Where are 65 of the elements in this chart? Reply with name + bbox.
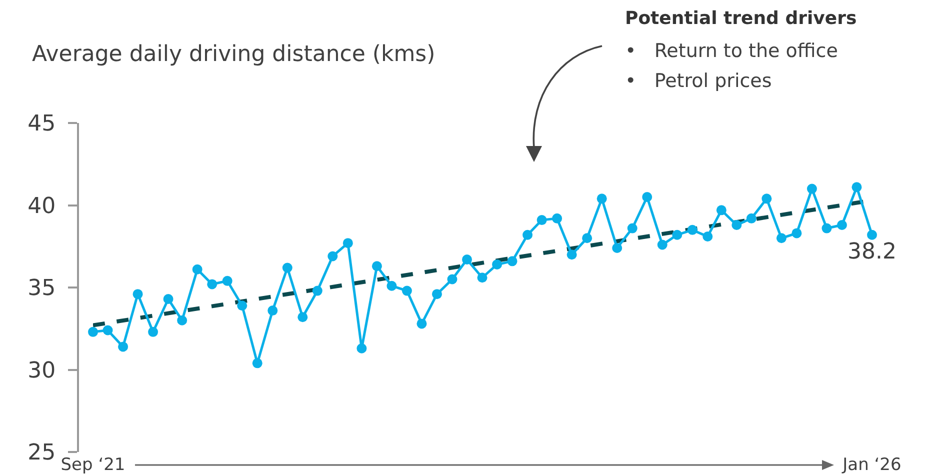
data-label: 38.2 (848, 240, 896, 265)
point (836, 220, 847, 230)
point (596, 194, 607, 204)
point (672, 230, 682, 240)
point (762, 194, 772, 204)
point (852, 182, 862, 192)
point (447, 274, 458, 284)
point (492, 259, 502, 270)
point (356, 343, 367, 354)
point (822, 223, 832, 234)
point (522, 230, 533, 240)
point (252, 358, 262, 368)
point (792, 228, 802, 238)
x-tick-label: Sep ‘21 (60, 455, 126, 475)
point (432, 289, 442, 300)
y-tick-label: 35 (28, 276, 56, 302)
point (612, 243, 622, 254)
y-axis-title: Average daily driving distance (kms) (32, 42, 436, 67)
y-tick-label: 40 (28, 194, 56, 219)
point (732, 220, 742, 230)
point (642, 192, 652, 202)
point (657, 240, 668, 250)
point (102, 325, 113, 336)
point (627, 223, 638, 234)
point (746, 213, 756, 224)
y-tick-label: 25 (28, 440, 56, 466)
point (416, 318, 427, 329)
y-tick-label: 45 (28, 112, 56, 137)
point (342, 238, 353, 248)
point (207, 279, 218, 290)
point (536, 215, 547, 226)
point (402, 286, 412, 296)
point (806, 184, 817, 194)
point (582, 233, 592, 244)
point (177, 315, 188, 326)
text: • Petrol prices (625, 70, 772, 92)
point (282, 262, 292, 273)
y-tick-label: 30 (28, 358, 56, 384)
text: • Return to the office (625, 40, 838, 62)
point (507, 256, 518, 266)
point (552, 213, 562, 224)
point (312, 286, 322, 296)
point (222, 276, 232, 286)
point (298, 312, 308, 322)
point (237, 300, 248, 311)
point (776, 233, 786, 244)
point (88, 326, 98, 337)
point (268, 306, 278, 316)
point (148, 326, 158, 337)
point (132, 289, 143, 300)
point (192, 264, 202, 274)
point (163, 294, 174, 304)
point (716, 205, 726, 216)
point (118, 342, 128, 352)
point (328, 251, 338, 262)
point (477, 272, 488, 283)
point (687, 224, 698, 235)
point (566, 250, 577, 260)
point (702, 232, 713, 242)
point (386, 280, 397, 291)
text: Potential trend drivers (625, 8, 857, 29)
point (372, 261, 382, 272)
x-tick-label: Jan ‘26 (842, 455, 902, 475)
point (462, 254, 472, 265)
point (867, 230, 877, 240)
